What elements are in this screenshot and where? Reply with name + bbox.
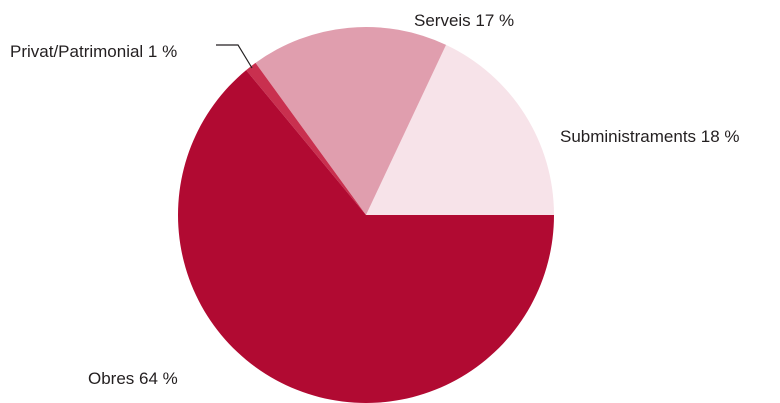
- slice-privat-patrimonial: [246, 62, 366, 216]
- label-obres: Obres 64 %: [88, 369, 178, 388]
- label-serveis: Serveis 17 %: [414, 11, 514, 30]
- slice-obres: [178, 70, 554, 403]
- slice-serveis: [255, 27, 447, 216]
- slice-subministraments: [366, 44, 554, 215]
- pie-slices: [178, 27, 554, 403]
- privat-leader-line: [216, 44, 253, 69]
- label-subministraments: Subministraments 18 %: [560, 127, 740, 146]
- label-privat-patrimonial: Privat/Patrimonial 1 %: [10, 42, 177, 61]
